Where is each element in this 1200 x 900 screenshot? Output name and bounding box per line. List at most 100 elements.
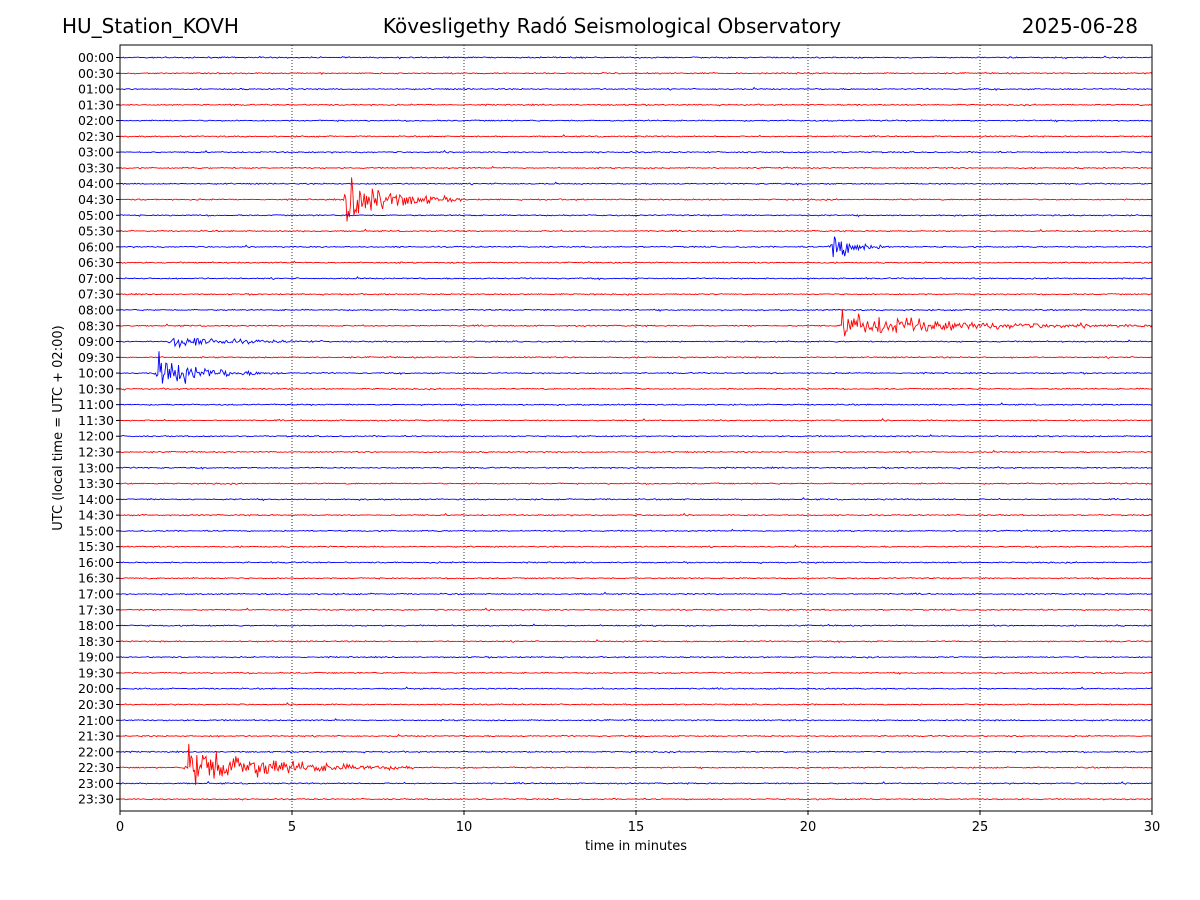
row-label-14:00: 14:00 bbox=[78, 492, 114, 507]
trace-17:00 bbox=[119, 591, 1153, 596]
trace-17:30 bbox=[119, 607, 1153, 612]
row-label-11:00: 11:00 bbox=[78, 397, 114, 412]
row-label-20:30: 20:30 bbox=[78, 697, 114, 712]
trace-02:00 bbox=[119, 119, 1153, 123]
date-title: 2025-06-28 bbox=[1021, 14, 1138, 38]
station-title: HU_Station_KOVH bbox=[62, 14, 239, 38]
row-label-12:30: 12:30 bbox=[78, 445, 114, 460]
trace-00:00 bbox=[119, 55, 1153, 60]
trace-19:30 bbox=[119, 671, 1152, 675]
trace-11:00 bbox=[119, 402, 1153, 407]
row-label-22:00: 22:00 bbox=[78, 744, 114, 759]
row-label-23:30: 23:30 bbox=[78, 792, 114, 807]
row-label-06:00: 06:00 bbox=[78, 239, 114, 254]
x-tick-label-5: 5 bbox=[288, 820, 296, 835]
row-label-20:00: 20:00 bbox=[78, 681, 114, 696]
row-label-19:00: 19:00 bbox=[78, 650, 114, 665]
trace-22:30 bbox=[119, 743, 1153, 786]
row-label-18:30: 18:30 bbox=[78, 634, 114, 649]
trace-18:30 bbox=[119, 639, 1153, 644]
trace-07:00 bbox=[119, 276, 1153, 281]
x-tick-label-25: 25 bbox=[972, 820, 989, 835]
row-label-13:30: 13:30 bbox=[78, 476, 114, 491]
trace-04:00 bbox=[119, 181, 1153, 186]
row-label-09:30: 09:30 bbox=[78, 350, 114, 365]
row-label-05:00: 05:00 bbox=[78, 208, 114, 223]
row-label-08:30: 08:30 bbox=[78, 318, 114, 333]
trace-23:00 bbox=[119, 780, 1153, 785]
trace-14:00 bbox=[119, 496, 1153, 502]
row-label-11:30: 11:30 bbox=[78, 413, 114, 428]
row-label-13:00: 13:00 bbox=[78, 460, 114, 475]
trace-05:30 bbox=[119, 228, 1153, 233]
x-tick-label-20: 20 bbox=[800, 820, 817, 835]
trace-13:30 bbox=[119, 482, 1153, 486]
trace-20:30 bbox=[119, 702, 1153, 707]
row-label-03:00: 03:00 bbox=[78, 145, 114, 160]
row-label-10:00: 10:00 bbox=[78, 366, 114, 381]
row-label-08:00: 08:00 bbox=[78, 302, 114, 317]
trace-12:00 bbox=[120, 434, 1153, 438]
row-label-15:00: 15:00 bbox=[78, 523, 114, 538]
row-label-02:00: 02:00 bbox=[78, 113, 114, 128]
x-tick-label-10: 10 bbox=[456, 820, 473, 835]
row-label-07:00: 07:00 bbox=[78, 271, 114, 286]
trace-09:00 bbox=[119, 337, 1153, 349]
row-label-17:00: 17:00 bbox=[78, 587, 114, 602]
trace-19:00 bbox=[119, 655, 1153, 659]
trace-12:30 bbox=[119, 449, 1153, 454]
row-label-05:30: 05:30 bbox=[78, 224, 114, 239]
x-tick-label-15: 15 bbox=[628, 820, 645, 835]
row-label-21:30: 21:30 bbox=[78, 729, 114, 744]
row-label-16:30: 16:30 bbox=[78, 571, 114, 586]
trace-22:00 bbox=[119, 750, 1153, 754]
row-label-03:30: 03:30 bbox=[78, 160, 114, 175]
row-label-18:00: 18:00 bbox=[78, 618, 114, 633]
trace-20:00 bbox=[119, 686, 1153, 691]
row-label-15:30: 15:30 bbox=[78, 539, 114, 554]
x-tick-label-0: 0 bbox=[116, 820, 124, 835]
x-tick-label-30: 30 bbox=[1144, 820, 1161, 835]
trace-18:00 bbox=[119, 623, 1153, 627]
trace-03:30 bbox=[119, 165, 1153, 170]
trace-16:00 bbox=[119, 561, 1153, 565]
row-label-14:30: 14:30 bbox=[78, 508, 114, 523]
trace-05:00 bbox=[119, 214, 1153, 218]
trace-08:30 bbox=[119, 309, 1153, 337]
y-axis-label: UTC (local time = UTC + 02:00) bbox=[51, 325, 66, 530]
trace-04:30 bbox=[119, 177, 1153, 222]
observatory-title: Kövesligethy Radó Seismological Observat… bbox=[382, 14, 842, 38]
trace-08:00 bbox=[119, 308, 1153, 312]
row-label-17:30: 17:30 bbox=[78, 602, 114, 617]
trace-11:30 bbox=[119, 418, 1153, 422]
trace-15:00 bbox=[119, 528, 1152, 533]
row-label-04:00: 04:00 bbox=[78, 176, 114, 191]
row-label-02:30: 02:30 bbox=[78, 129, 114, 144]
grid-lines bbox=[291, 45, 981, 811]
row-label-01:30: 01:30 bbox=[78, 97, 114, 112]
trace-16:30 bbox=[119, 576, 1153, 581]
row-label-00:30: 00:30 bbox=[78, 66, 114, 81]
trace-09:30 bbox=[119, 355, 1153, 359]
trace-21:00 bbox=[119, 718, 1153, 722]
row-label-04:30: 04:30 bbox=[78, 192, 114, 207]
trace-00:30 bbox=[119, 71, 1153, 76]
trace-15:30 bbox=[119, 544, 1153, 549]
trace-10:00 bbox=[119, 351, 1153, 384]
row-label-19:30: 19:30 bbox=[78, 665, 114, 680]
row-label-10:30: 10:30 bbox=[78, 381, 114, 396]
trace-10:30 bbox=[119, 387, 1153, 391]
trace-06:30 bbox=[119, 260, 1153, 265]
row-label-09:00: 09:00 bbox=[78, 334, 114, 349]
row-label-07:30: 07:30 bbox=[78, 287, 114, 302]
y-axis: 00:0000:3001:0001:3002:0002:3003:0003:30… bbox=[78, 50, 120, 807]
row-label-22:30: 22:30 bbox=[78, 760, 114, 775]
row-label-06:30: 06:30 bbox=[78, 255, 114, 270]
traces bbox=[119, 55, 1153, 801]
row-label-21:00: 21:00 bbox=[78, 713, 114, 728]
row-label-16:00: 16:00 bbox=[78, 555, 114, 570]
row-label-01:00: 01:00 bbox=[78, 82, 114, 97]
trace-06:00 bbox=[119, 236, 1153, 258]
trace-21:30 bbox=[119, 733, 1153, 738]
